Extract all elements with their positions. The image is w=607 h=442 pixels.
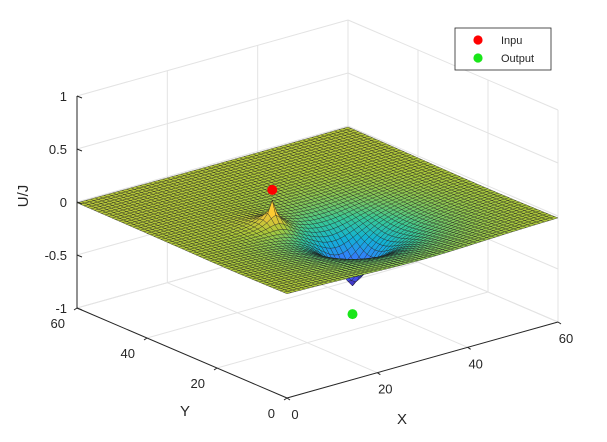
z-tick-label: -1 bbox=[55, 301, 67, 316]
z-tick-mark bbox=[76, 307, 83, 311]
legend-marker-input bbox=[473, 35, 483, 45]
grid-line bbox=[167, 282, 378, 374]
z-tick-label: 0.5 bbox=[49, 142, 67, 157]
x-tick-label: 20 bbox=[378, 382, 392, 397]
y-tick-label: 60 bbox=[51, 316, 65, 331]
y-tick-mark bbox=[73, 307, 78, 311]
x-axis-line bbox=[286, 321, 559, 399]
y-tick-mark bbox=[283, 397, 288, 401]
z-tick-mark bbox=[76, 254, 83, 258]
y-tick-label: 20 bbox=[191, 376, 205, 391]
grid-line bbox=[347, 72, 559, 164]
legend-box bbox=[454, 27, 552, 71]
x-tick-mark bbox=[377, 372, 381, 376]
y-tick-label: 0 bbox=[268, 406, 275, 421]
x-tick-mark bbox=[467, 346, 471, 350]
y-axis-line bbox=[76, 307, 288, 399]
z-axis-label: U/J bbox=[15, 185, 32, 208]
z-tick-mark bbox=[76, 201, 83, 205]
grid-line bbox=[216, 291, 489, 369]
legend-label-output: Output bbox=[501, 53, 534, 65]
surface-plot bbox=[76, 126, 559, 294]
y-tick-label: 40 bbox=[121, 346, 135, 361]
data-markers bbox=[267, 184, 358, 320]
y-tick-mark bbox=[213, 367, 218, 371]
grid-line bbox=[76, 19, 349, 97]
z-tick-mark bbox=[76, 148, 83, 152]
legend-label-input: Inpu bbox=[501, 35, 522, 47]
legend: Inpu Output bbox=[454, 27, 552, 71]
legend-marker-output bbox=[473, 53, 483, 63]
z-tick-label: -0.5 bbox=[45, 248, 67, 263]
input-marker bbox=[267, 184, 278, 195]
x-tick-mark bbox=[557, 321, 562, 325]
axes-lines bbox=[73, 95, 562, 401]
x-tick-label: 0 bbox=[291, 407, 298, 422]
grid-line bbox=[347, 125, 559, 217]
y-tick-mark bbox=[143, 337, 148, 341]
grid-line bbox=[76, 125, 349, 203]
y-axis-label: Y bbox=[180, 403, 190, 420]
x-tick-label: 60 bbox=[559, 331, 573, 346]
z-tick-label: 0 bbox=[60, 195, 67, 210]
x-tick-mark bbox=[286, 397, 291, 401]
z-tick-mark bbox=[76, 95, 83, 99]
z-tick-label: 1 bbox=[60, 89, 67, 104]
grid-line bbox=[347, 19, 559, 111]
output-marker bbox=[347, 309, 358, 320]
x-axis-label: X bbox=[397, 411, 407, 428]
x-tick-label: 40 bbox=[468, 356, 482, 371]
grid-line bbox=[76, 72, 349, 150]
grid-line bbox=[146, 261, 419, 339]
surface-face bbox=[549, 216, 559, 220]
